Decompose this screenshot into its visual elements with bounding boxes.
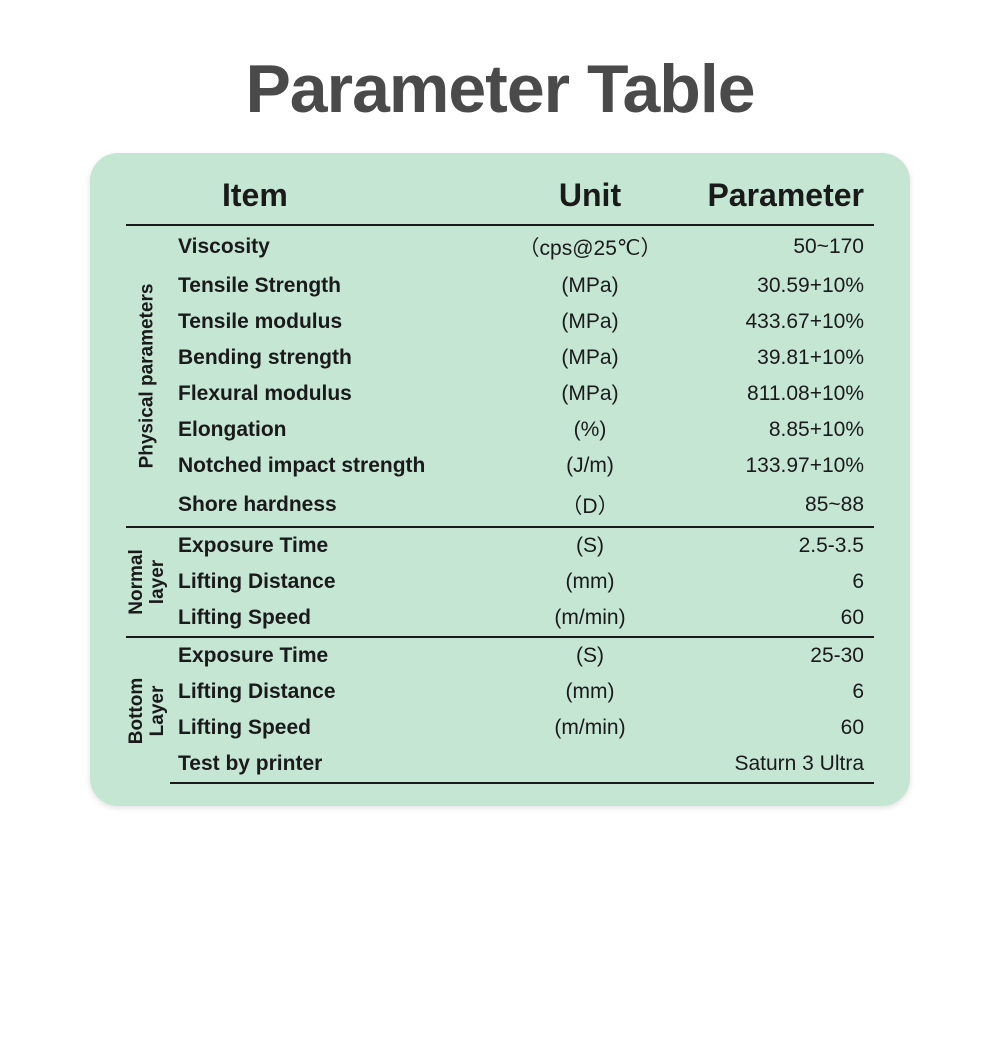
table-row: Lifting Distance(mm)6 [126,564,874,600]
cell-item: Elongation [170,412,500,448]
cell-unit: (MPa) [500,304,680,340]
cell-parameter: 30.59+10% [680,268,874,304]
cell-unit: (MPa) [500,340,680,376]
group-label: Normallayer [127,549,169,614]
cell-item: Tensile Strength [170,268,500,304]
cell-parameter: 8.85+10% [680,412,874,448]
cell-item: Test by printer [170,746,500,783]
col-header-param: Parameter [680,171,874,225]
parameter-table: Item Unit Parameter Physical parameters V… [126,171,874,784]
group-cell: Physical parameters [126,225,170,527]
col-group-spacer [126,171,170,225]
cell-parameter: 60 [680,710,874,746]
cell-unit: （D） [500,484,680,527]
cell-item: Exposure Time [170,637,500,674]
cell-item: Flexural modulus [170,376,500,412]
table-row: Tensile Strength(MPa)30.59+10% [126,268,874,304]
table-row: Lifting Distance(mm)6 [126,674,874,710]
cell-parameter: 811.08+10% [680,376,874,412]
group-label: BottomLayer [127,677,169,743]
cell-unit: (mm) [500,564,680,600]
table-row: BottomLayerExposure Time(S)25-30 [126,637,874,674]
cell-item: Tensile modulus [170,304,500,340]
table-row: Test by printer Saturn 3 Ultra [126,746,874,783]
page-title: Parameter Table [0,50,1000,128]
group-cell: Normallayer [126,527,170,637]
cell-item: Lifting Distance [170,674,500,710]
table-row: NormallayerExposure Time(S)2.5-3.5 [126,527,874,564]
cell-parameter: 39.81+10% [680,340,874,376]
cell-parameter: 133.97+10% [680,448,874,484]
col-header-unit: Unit [500,171,680,225]
cell-item: Lifting Speed [170,710,500,746]
cell-item: Lifting Distance [170,564,500,600]
col-header-item: Item [170,171,500,225]
table-body: Physical parameters Viscosity（cps@25℃）50~… [126,225,874,783]
table-row: Lifting Speed(m/min)60 [126,600,874,637]
cell-unit: (S) [500,637,680,674]
cell-item: Notched impact strength [170,448,500,484]
group-label: Physical parameters [138,284,159,469]
cell-parameter: 25-30 [680,637,874,674]
cell-item: Bending strength [170,340,500,376]
cell-parameter: 60 [680,600,874,637]
cell-parameter: 6 [680,564,874,600]
table-row: Elongation(%)8.85+10% [126,412,874,448]
table-row: Notched impact strength(J/m)133.97+10% [126,448,874,484]
cell-unit: (MPa) [500,268,680,304]
cell-item: Exposure Time [170,527,500,564]
parameter-card: Item Unit Parameter Physical parameters V… [90,153,910,806]
cell-unit: (J/m) [500,448,680,484]
table-row: Lifting Speed(m/min)60 [126,710,874,746]
cell-parameter: 433.67+10% [680,304,874,340]
cell-unit: （cps@25℃） [500,225,680,268]
cell-unit: (mm) [500,674,680,710]
cell-unit: (S) [500,527,680,564]
table-row: Physical parametersViscosity（cps@25℃）50~… [126,225,874,268]
cell-item: Shore hardness [170,484,500,527]
table-row: Flexural modulus(MPa)811.08+10% [126,376,874,412]
cell-item: Viscosity [170,225,500,268]
cell-parameter: Saturn 3 Ultra [680,746,874,783]
table-row: Shore hardness（D）85~88 [126,484,874,527]
table-row: Bending strength(MPa)39.81+10% [126,340,874,376]
cell-parameter: 50~170 [680,225,874,268]
table-row: Tensile modulus(MPa)433.67+10% [126,304,874,340]
cell-parameter: 2.5-3.5 [680,527,874,564]
cell-unit: (%) [500,412,680,448]
cell-unit [500,746,680,783]
cell-parameter: 6 [680,674,874,710]
cell-parameter: 85~88 [680,484,874,527]
cell-unit: (m/min) [500,710,680,746]
cell-unit: (m/min) [500,600,680,637]
cell-item: Lifting Speed [170,600,500,637]
group-cell: BottomLayer [126,637,170,783]
cell-unit: (MPa) [500,376,680,412]
